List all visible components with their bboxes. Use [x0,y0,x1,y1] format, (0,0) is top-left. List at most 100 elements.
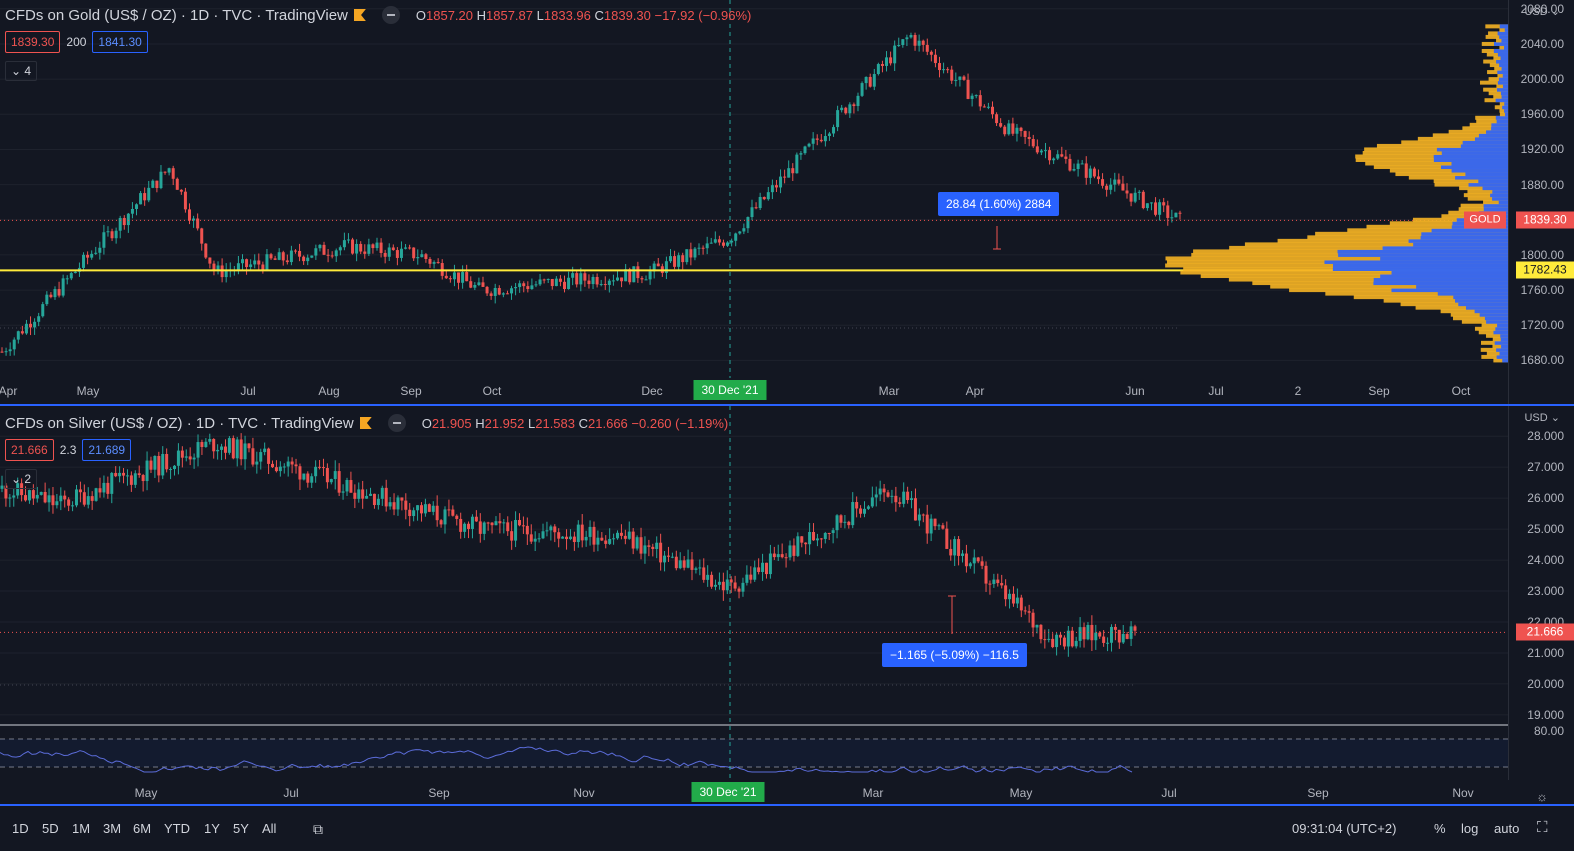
candle-body [155,180,159,189]
volume-profile-bar [1494,340,1508,345]
candle-body [208,438,212,442]
silver-chart-canvas[interactable] [0,406,1508,780]
candle-body [607,280,611,285]
volume-profile-bar [1474,309,1508,314]
candle-body [41,304,45,317]
candle-body [388,502,392,507]
candle-body [972,557,976,564]
candle-body [4,485,8,499]
candle-body [86,496,90,505]
volume-profile-bar [1488,77,1508,82]
range-button-6m[interactable]: 6M [133,821,152,836]
candle-body [518,283,522,288]
candle-body [24,495,28,501]
candle-body [537,538,541,540]
log-toggle[interactable]: log [1461,821,1479,836]
volume-profile-bar [1493,48,1508,53]
gold-currency-menu[interactable]: USD ⌄ [1524,6,1560,18]
date-range-icon[interactable]: ⧉ [313,821,323,837]
fullscreen-icon[interactable]: ⛶ [1537,819,1548,836]
clock[interactable]: 09:31:04 (UTC+2) [1292,821,1397,836]
range-button-all[interactable]: All [262,821,277,836]
candle-body [913,498,917,521]
volume-profile-bar [1395,172,1508,177]
volume-profile-bar [1380,274,1508,279]
volume-profile-bar [1489,63,1508,68]
candle-body [149,460,153,470]
range-button-1m[interactable]: 1M [72,821,91,836]
volume-profile-bar [1229,245,1508,250]
time-tick-label: Nov [573,786,595,800]
candle-body [24,323,28,334]
volume-profile-bar [1502,73,1508,78]
candle-body [286,461,290,467]
candle-body [864,76,868,84]
gold-title[interactable]: CFDs on Gold (US$ / OZ) · 1D · TVC · Tra… [5,6,348,24]
silver-buy-button[interactable]: 21.689 [82,439,132,461]
candle-body [749,574,753,580]
gold-indicators-toggle[interactable]: ⌄ 4 [5,61,38,81]
candle-body [310,476,314,483]
volume-profile-bar [1481,323,1508,328]
silver-price-scale[interactable]: USD ⌄ 19.000 20.000 21.000 22.000 23.000 24.0… [1508,406,1574,780]
candle-body [1133,626,1137,631]
candle-body [655,542,659,549]
gold-pane[interactable]: CFDs on Gold (US$ / OZ) · 1D · TVC · Tra… [0,0,1574,404]
volume-profile-bar [1165,256,1508,261]
price-tick-label: 1960.00 [1520,107,1564,122]
candle-body [1068,158,1072,171]
time-tick-label: Sep [1368,384,1390,398]
candle-body [616,532,620,539]
volume-profile-bar [1491,122,1508,127]
candle-body [525,525,529,535]
volume-profile-bar [1376,143,1508,148]
range-button-5d[interactable]: 5D [42,821,59,836]
percent-toggle[interactable]: % [1434,821,1446,836]
gold-price-scale[interactable]: USD ⌄ 1680.001720.001760.001800.001840.0… [1508,0,1574,404]
candle-body [151,180,155,188]
candle-body [587,280,591,285]
candle-body [271,463,275,468]
silver-indicators-toggle[interactable]: ⌄ 2 [5,469,38,489]
gold-sell-button[interactable]: 1839.30 [5,31,61,53]
price-tick-label: 19.000 [1527,707,1564,722]
candle-body [595,276,599,285]
candle-body [269,254,273,259]
gold-time-axis[interactable]: Apr May Jul Aug Sep Oct Dec Mar Apr Jun Jul 2 Sep Oct… [0,378,1508,404]
candle-body [600,537,604,541]
candle-body [596,537,600,545]
range-button-1d[interactable]: 1D [12,821,29,836]
flag-icon[interactable] [353,9,366,21]
range-button-5y[interactable]: 5Y [233,821,249,836]
silver-currency-menu[interactable]: USD ⌄ [1524,412,1560,424]
candle-body [729,579,733,583]
volume-profile-bar [1505,112,1508,117]
range-button-ytd[interactable]: YTD [164,821,190,836]
gold-buy-button[interactable]: 1841.30 [92,31,148,53]
range-button-3m[interactable]: 3M [103,821,122,836]
pane-separator[interactable] [0,404,1574,406]
candle-body [310,255,314,258]
hide-icon[interactable] [381,6,400,24]
silver-pane[interactable]: CFDs on Silver (US$ / OZ) · 1D · TVC · T… [0,406,1574,806]
gold-chart-canvas[interactable] [0,0,1508,378]
silver-title[interactable]: CFDs on Silver (US$ / OZ) · 1D · TVC · T… [5,414,354,432]
candle-body [180,450,184,458]
candle-body [478,521,482,534]
candle-body [245,259,249,268]
candle-body [533,538,537,542]
candle-body [1178,212,1182,214]
candle-body [851,502,855,526]
candle-body [776,554,780,558]
settings-icon[interactable]: ☼ [1536,789,1548,804]
range-button-1y[interactable]: 1Y [204,821,220,836]
candle-body [1047,638,1051,640]
candle-body [273,258,277,260]
silver-sell-button[interactable]: 21.666 [5,439,54,461]
hide-icon[interactable] [387,414,406,432]
flag-icon[interactable] [359,417,372,429]
auto-toggle[interactable]: auto [1494,821,1520,836]
candle-body [74,489,78,506]
candle-body [996,579,1000,584]
silver-time-axis[interactable]: May Jul Sep Nov Mar May Jul Sep Nov 30 Dec '21 [0,780,1508,806]
